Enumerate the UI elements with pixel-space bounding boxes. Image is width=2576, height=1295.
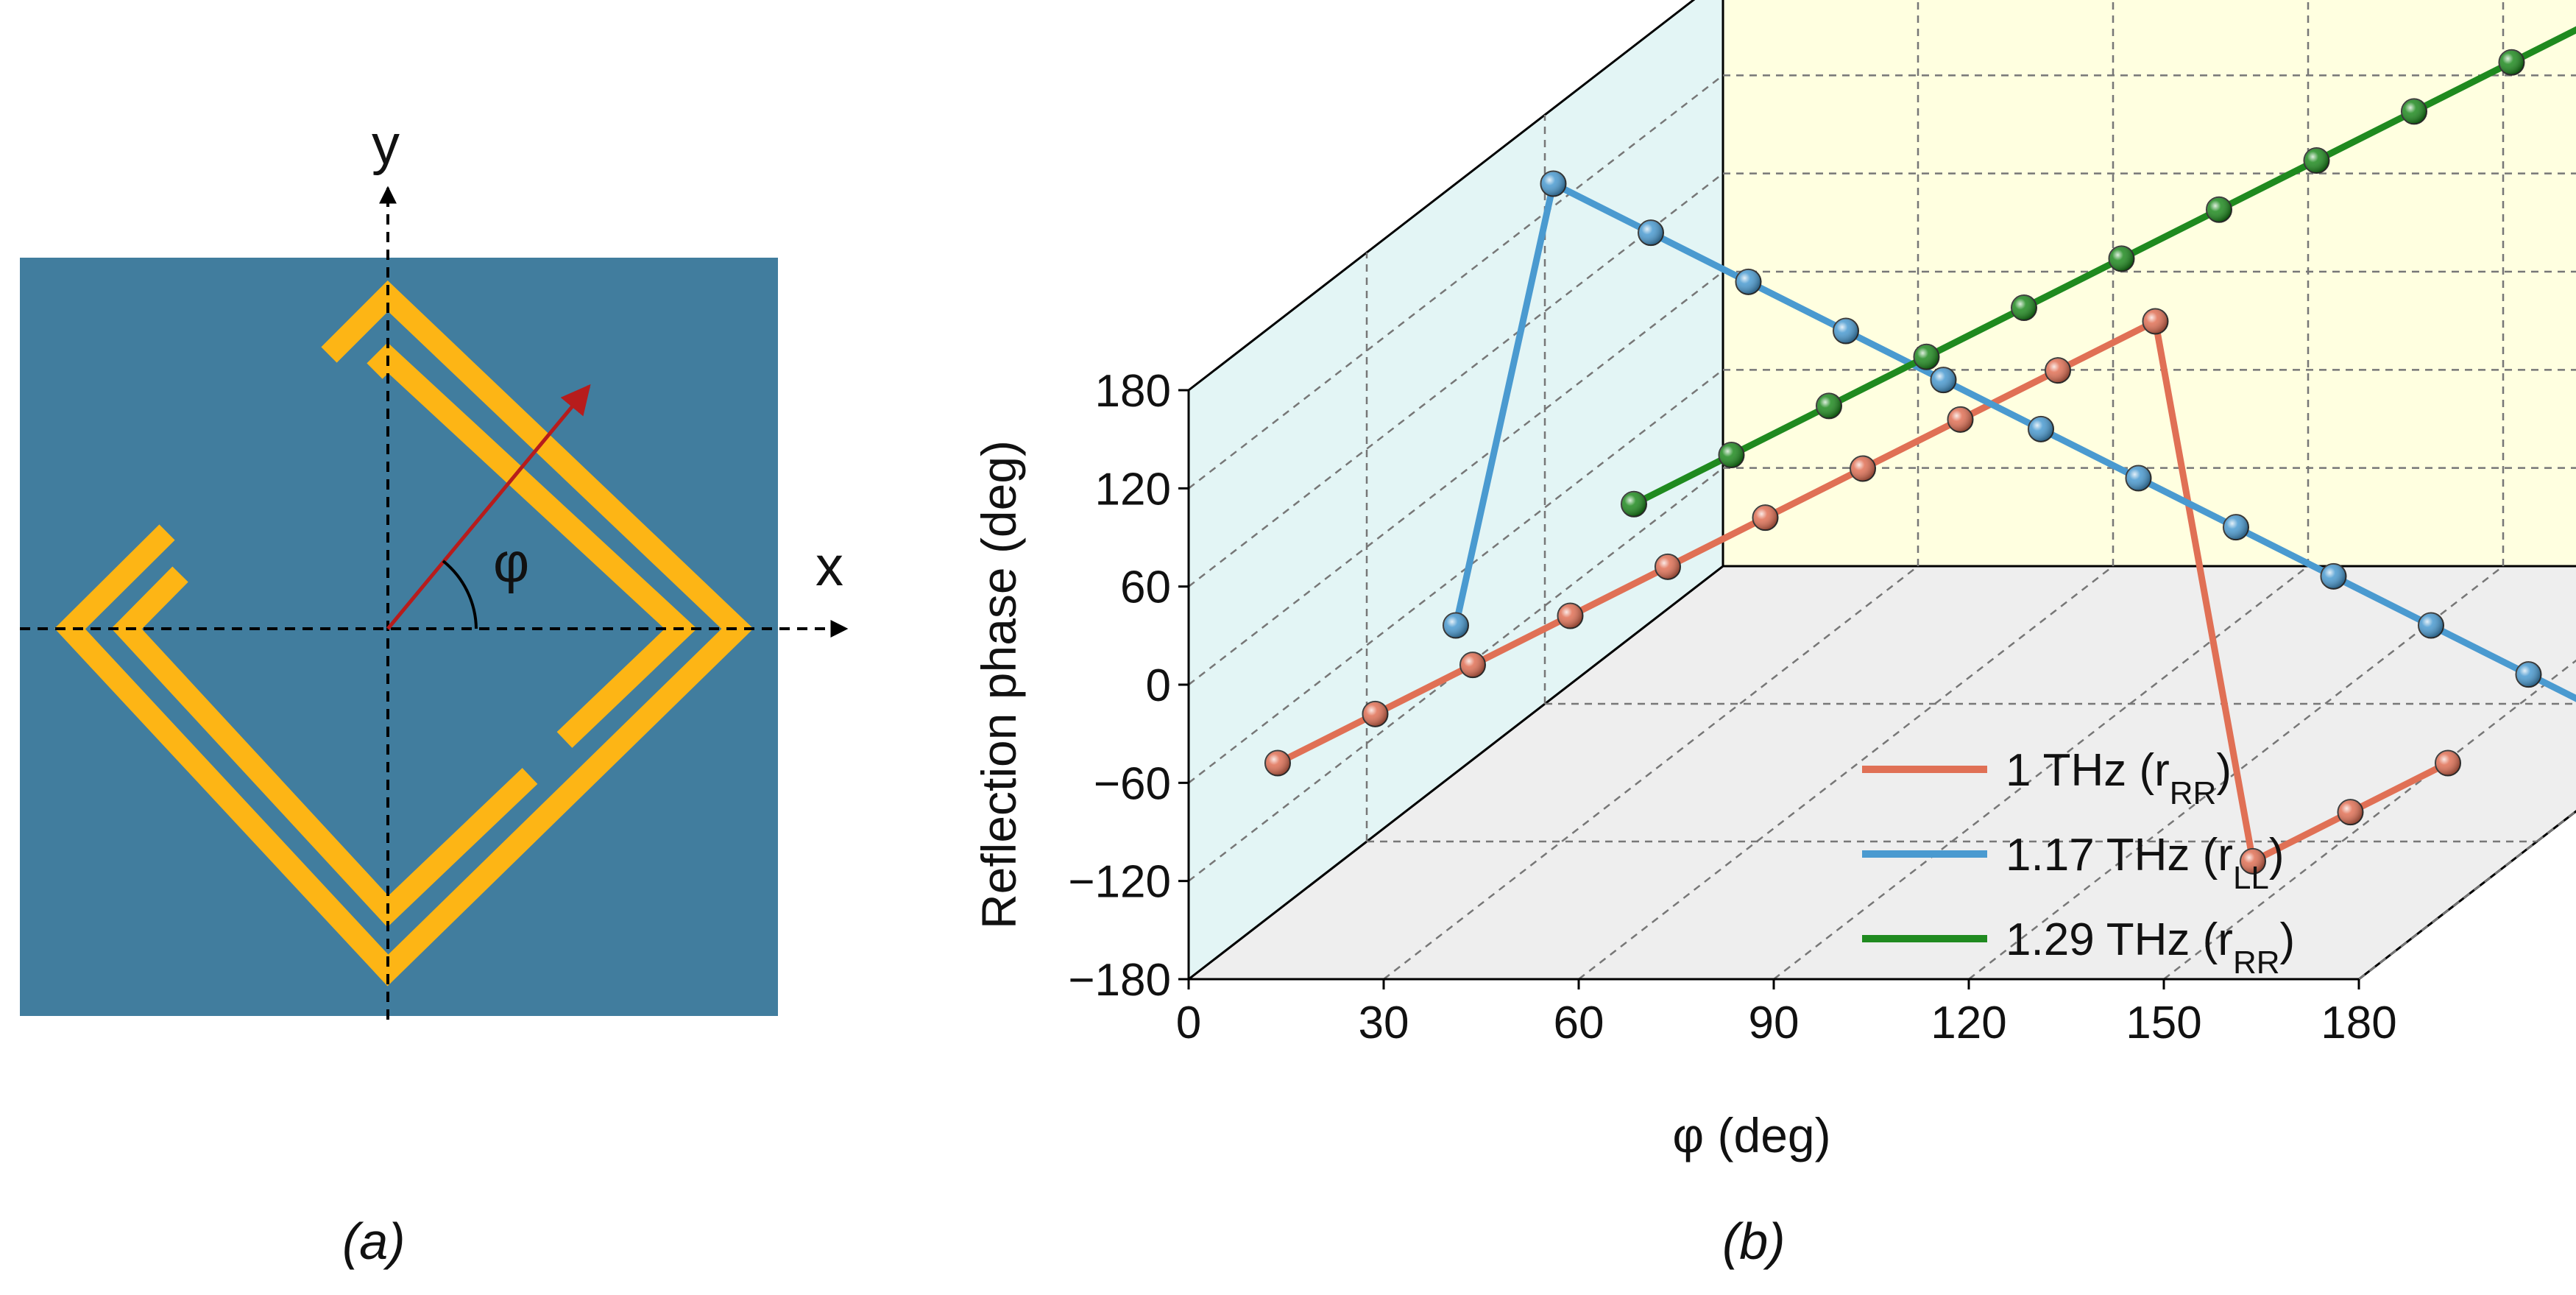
- inner-ring-arm: [367, 342, 697, 748]
- data-point-shading: [1540, 171, 1566, 197]
- floor-gridline-x: [1773, 565, 2309, 980]
- floor-gridline-x: [1383, 565, 1919, 980]
- data-point-shading: [1914, 344, 1939, 370]
- x-tick-label: 0: [1176, 998, 1201, 1048]
- data-point-shading: [1931, 367, 1956, 393]
- data-point-shading: [1443, 613, 1468, 638]
- data-point-shading: [2499, 49, 2524, 75]
- chart-plot-area: 0 30 60 90 120 150 180 180 120 60 0 −60 −120 −180 1 TH…: [1068, 0, 2576, 1048]
- x-tick-label: 150: [2126, 998, 2201, 1048]
- y-axis-label: y: [372, 113, 400, 176]
- side-gridline-y: [1188, 172, 1724, 587]
- y-tick-label: −180: [1068, 955, 1171, 1006]
- data-point-shading: [2045, 358, 2070, 384]
- side-gridline-y: [1188, 74, 1724, 490]
- data-point-shading: [1638, 220, 1663, 246]
- data-point-shading: [1719, 442, 1744, 468]
- y-tick-label: 0: [1146, 660, 1171, 711]
- floor-gridline-x: [2358, 810, 2576, 980]
- legend-label-1: 1 THz (rRR): [2006, 745, 2232, 811]
- y-tick-label: 120: [1095, 464, 1171, 515]
- x-tick-label: 180: [2321, 998, 2396, 1048]
- y-tick-label: 60: [1120, 562, 1171, 613]
- angle-arc: [442, 560, 478, 629]
- x-axis-label: x: [815, 535, 843, 598]
- data-point-shading: [1557, 603, 1583, 629]
- x-tick-label: 90: [1749, 998, 1800, 1048]
- x-tick-label: 60: [1554, 998, 1604, 1048]
- data-point-shading: [1735, 269, 1761, 294]
- data-point-shading: [2435, 750, 2460, 776]
- data-point-shading: [2126, 465, 2151, 491]
- data-point-shading: [1947, 406, 1973, 432]
- data-point-shading: [2142, 308, 2168, 334]
- data-point-shading: [1752, 505, 1778, 531]
- panel-a-label: (a): [342, 1213, 406, 1270]
- data-point-shading: [2304, 148, 2329, 174]
- inner-ring-arm-lower: [111, 566, 538, 928]
- data-point-shading: [1265, 750, 1290, 776]
- x-tick-label: 30: [1359, 998, 1409, 1048]
- data-point-shading: [2418, 613, 2444, 638]
- y-axis-title: Reflection phase (deg): [972, 440, 1026, 929]
- rotation-direction-arrow: [386, 384, 591, 630]
- data-point-shading: [2223, 515, 2248, 540]
- data-point-shading: [1621, 491, 1646, 517]
- panel-b-chart: (b) φ (deg) Reflection phase (deg) 0 30 60…: [972, 0, 2576, 1270]
- data-point-shading: [2028, 416, 2053, 442]
- y-tick-label: −120: [1068, 857, 1171, 908]
- floor-gridline-x: [1578, 565, 2114, 980]
- y-tick-label: 180: [1095, 366, 1171, 417]
- legend-label-2: 1.17 THz (rLL): [2006, 830, 2285, 896]
- data-point-shading: [2240, 848, 2265, 874]
- data-point-shading: [1850, 456, 1875, 481]
- data-point-shading: [1362, 701, 1388, 727]
- data-point-shading: [1833, 318, 1858, 344]
- data-point-shading: [2109, 246, 2134, 272]
- data-point-shading: [1460, 652, 1485, 678]
- data-point-shading: [1655, 554, 1680, 579]
- data-point-shading: [2402, 99, 2427, 124]
- data-point-shading: [2207, 197, 2232, 222]
- panel-a-unit-cell: x y φ (a): [20, 113, 849, 1270]
- data-point-shading: [2338, 800, 2363, 825]
- data-point-shading: [2321, 563, 2346, 589]
- data-point-shading: [2011, 295, 2037, 321]
- panel-b-label: (b): [1722, 1213, 1786, 1270]
- legend-label-3: 1.29 THz (rRR): [2006, 914, 2295, 981]
- data-point-shading: [1816, 393, 1841, 419]
- side-gridline-y: [1188, 271, 1724, 685]
- data-point-shading: [2516, 662, 2541, 688]
- x-tick-label: 120: [1931, 998, 2006, 1048]
- outer-ring-arm-upper: [54, 280, 754, 987]
- angle-phi-label: φ: [493, 532, 529, 594]
- y-tick-label: −60: [1094, 758, 1171, 809]
- x-axis-title: φ (deg): [1672, 1108, 1830, 1162]
- side-gridline-y: [1188, 369, 1724, 784]
